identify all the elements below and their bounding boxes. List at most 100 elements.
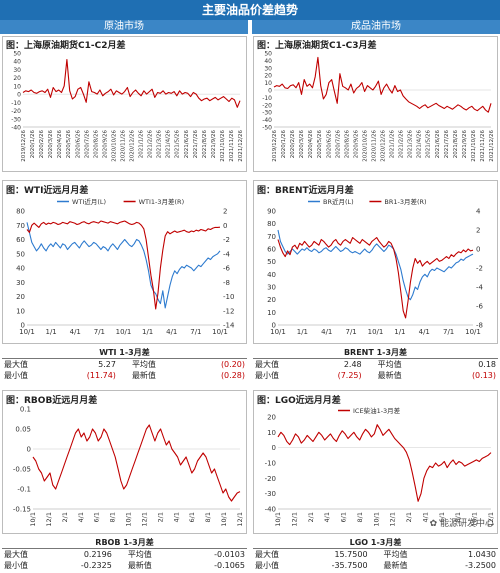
- stat-min: -0.2325: [80, 561, 112, 570]
- x-tick-label: 2021/7/26: [193, 130, 199, 159]
- x-tick-label: 12/1: [389, 512, 397, 527]
- x-tick-label: 2021/9/26: [462, 130, 468, 159]
- y-tick-label: 0: [272, 322, 276, 330]
- stat-label: 最大值: [2, 358, 56, 370]
- stat-avg: (0.20): [193, 358, 247, 370]
- stats-table: 最大值 0.2196 平均值 -0.0103 最小值 -0.2325 最新值 -0.1065: [2, 548, 247, 571]
- x-tick-label: 2020/5/26: [317, 130, 323, 159]
- y2-tick-label: -14: [223, 322, 235, 330]
- x-tick-label: 2021/7/26: [444, 130, 450, 159]
- stats-table: 最大值 5.27 平均值 (0.20) 最小值 (11.74) 最新值 (0.28): [2, 358, 247, 381]
- x-tick-label: 6/1: [438, 512, 446, 522]
- legend-label: BR1-3月差(R): [384, 197, 426, 206]
- x-tick-label: 10/1: [274, 512, 282, 527]
- y2-tick-label: -2: [223, 236, 230, 244]
- chart-title: 图：LGO近远月月差: [257, 396, 341, 406]
- x-tick-label: 2020/7/26: [335, 130, 341, 159]
- x-tick-label: 2020/1/26: [30, 130, 36, 159]
- x-tick-label: 2020/3/26: [299, 130, 305, 159]
- x-tick-label: 6/1: [340, 512, 348, 522]
- stat-min: (7.25): [337, 371, 362, 380]
- y-tick-label: 60: [16, 236, 25, 244]
- x-tick-label: 1/1: [142, 328, 153, 336]
- y-tick-label: 70: [16, 222, 25, 230]
- x-tick-label: 10/1: [212, 328, 228, 336]
- x-tick-label: 2021/11/26: [229, 130, 235, 162]
- chart-title: 图：WTI近远月月差: [6, 186, 89, 196]
- stat-label: 平均值: [117, 358, 194, 370]
- x-tick-label: 2/1: [307, 512, 315, 522]
- stat-label: 最新值: [377, 371, 402, 380]
- stat-min: -35.7500: [331, 561, 368, 570]
- x-tick-label: 8/1: [356, 512, 364, 522]
- x-tick-label: 10/1: [368, 328, 384, 336]
- y2-tick-label: -2: [476, 265, 483, 273]
- y-tick-label: -0.05: [13, 466, 31, 474]
- y2-tick-label: -4: [476, 284, 484, 292]
- x-tick-label: 2/1: [61, 512, 69, 522]
- stat-label: 最小值: [255, 561, 279, 570]
- x-tick-label: 2021/8/26: [202, 130, 208, 159]
- x-tick-label: 7/1: [345, 328, 356, 336]
- y-tick-label: 0: [21, 322, 25, 330]
- x-tick-label: 2021/12/26: [489, 130, 495, 162]
- y-tick-label: 40: [264, 58, 272, 65]
- stat-max: 2.48: [308, 358, 364, 370]
- x-tick-label: 4/1: [323, 512, 331, 522]
- x-tick-label: 2019/12/26: [272, 130, 278, 162]
- y-tick-label: 20: [13, 75, 21, 82]
- wechat-icon: ✿: [429, 519, 438, 529]
- x-tick-label: 2020/10/26: [362, 130, 368, 162]
- y-tick-label: 10: [16, 307, 25, 315]
- stat-avg: 1.0430: [438, 548, 498, 560]
- x-tick-label: 10/1: [29, 512, 37, 527]
- x-tick-label: 2021/2/26: [148, 130, 154, 159]
- x-tick-label: 4/1: [70, 328, 81, 336]
- y-tick-label: 80: [16, 208, 25, 216]
- stat-label: 最新值: [131, 371, 156, 380]
- x-tick-label: 2021/12/26: [238, 130, 244, 162]
- x-tick-label: 2020/9/26: [102, 130, 108, 159]
- stat-label: 平均值: [369, 548, 439, 560]
- stat-label: 平均值: [113, 548, 185, 560]
- x-tick-label: 2021/6/26: [184, 130, 190, 159]
- stat-max: 15.7500: [301, 548, 370, 560]
- x-tick-label: 2020/7/26: [84, 130, 90, 159]
- y-tick-label: 30: [13, 67, 21, 74]
- x-tick-label: 2021/5/26: [426, 130, 432, 159]
- y-tick-label: 0.1: [20, 406, 31, 414]
- chart-panel-lgo: 图：LGO近远月月差 20 10 0 -10 -20 -30 -40 10/1 12/1 2/1 4…: [253, 390, 498, 534]
- x-tick-label: 1/1: [297, 328, 308, 336]
- stat-avg: -0.0103: [184, 548, 247, 560]
- y2-tick-label: -4: [223, 250, 231, 258]
- x-tick-label: 2020/8/26: [93, 130, 99, 159]
- x-tick-label: 1/1: [394, 328, 405, 336]
- y-tick-label: 30: [264, 65, 272, 72]
- stat-label: 最小值: [255, 371, 279, 380]
- y-tick-label: -20: [11, 108, 21, 115]
- page-title: 主要油品价差趋势: [0, 0, 500, 20]
- y-tick-label: -40: [11, 125, 21, 132]
- stat-label: 最小值: [4, 561, 28, 570]
- stats-rbob: RBOB 1-3月差 最大值 0.2196 平均值 -0.0103 最小值 -0.232…: [2, 537, 247, 571]
- y-tick-label: 10: [267, 429, 276, 437]
- y-tick-label: -10: [262, 95, 272, 102]
- stat-label: 最新值: [383, 561, 408, 570]
- x-tick-label: 2021/3/26: [157, 130, 163, 159]
- stat-max: 0.2196: [51, 548, 114, 560]
- section-header-crude: 原油市场: [0, 20, 248, 34]
- stat-avg: 0.18: [442, 358, 498, 370]
- chart-title: 图：RBOB近远月月差: [6, 396, 98, 406]
- x-tick-label: 2021/9/26: [211, 130, 217, 159]
- y-tick-label: -30: [11, 116, 21, 123]
- x-tick-label: 2020/9/26: [353, 130, 359, 159]
- x-tick-label: 4/1: [421, 512, 429, 522]
- stats-brent: BRENT 1-3月差 最大值 2.48 平均值 0.18 最小值 (7.25) 最新值 (…: [253, 347, 498, 381]
- stat-latest: (0.28): [220, 371, 245, 380]
- x-tick-label: 4/1: [77, 512, 85, 522]
- stat-max: 5.27: [55, 358, 118, 370]
- x-tick-label: 12/1: [236, 512, 244, 527]
